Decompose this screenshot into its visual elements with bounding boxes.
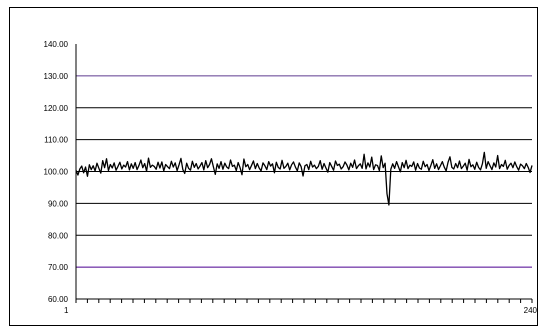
y-tick-label: 60.00 bbox=[48, 295, 69, 304]
y-tick-label: 70.00 bbox=[48, 263, 69, 272]
y-tick-label: 120.00 bbox=[44, 104, 69, 113]
x-tick-label: 1 bbox=[64, 306, 69, 315]
y-tick-label: 130.00 bbox=[44, 72, 69, 81]
y-tick-label: 110.00 bbox=[44, 136, 68, 145]
y-tick-label: 140.00 bbox=[44, 40, 69, 49]
y-tick-label: 100.00 bbox=[44, 168, 69, 177]
y-tick-label: 90.00 bbox=[48, 199, 69, 208]
x-tick-label: 240 bbox=[524, 306, 538, 315]
series-line bbox=[75, 151, 533, 206]
y-tick-label: 80.00 bbox=[48, 231, 69, 240]
